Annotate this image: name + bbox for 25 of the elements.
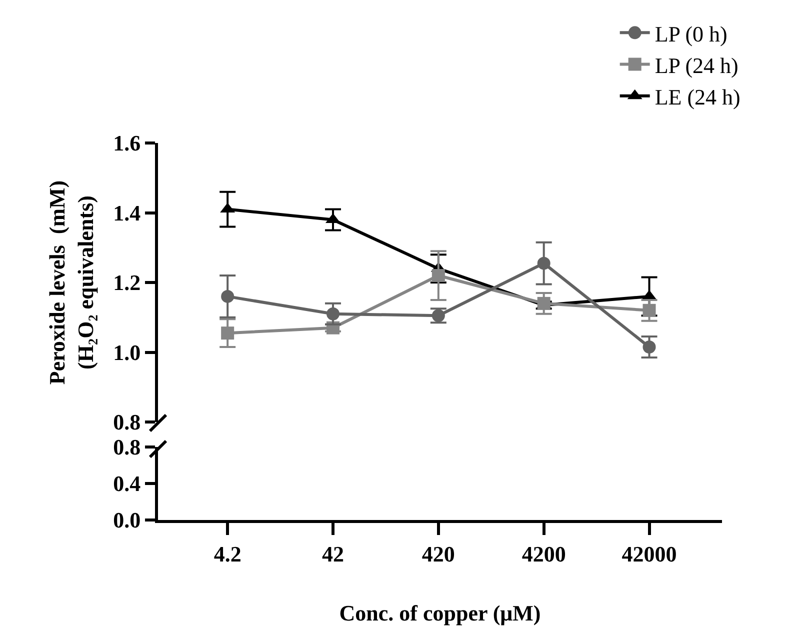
point xyxy=(537,256,550,270)
legend-label: LE (24 h) xyxy=(654,84,740,110)
y-tick-label: 1.6 xyxy=(113,130,141,156)
y-tick-label: 1.4 xyxy=(113,200,141,226)
y-axis-title: Peroxide levels (mM) (H₂O₂ equivalents) xyxy=(44,180,98,385)
y-tick-label: 0.4 xyxy=(113,471,141,496)
y-tick-label: 1.2 xyxy=(113,270,141,296)
y-tick-label: 0.0 xyxy=(113,508,141,533)
x-axis-title: Conc. of copper (μM) xyxy=(339,600,541,626)
point xyxy=(221,290,234,303)
x-tick-label: 42 xyxy=(322,541,344,566)
y-tick-label: 1.0 xyxy=(113,340,141,365)
legend-label: LP (0 h) xyxy=(654,21,728,46)
point xyxy=(642,340,656,354)
point xyxy=(642,304,656,317)
point xyxy=(432,269,445,282)
x-tick-label: 42000 xyxy=(622,541,677,566)
x-tick-label: 4.2 xyxy=(214,541,242,566)
legend-label: LP (24 h) xyxy=(654,52,738,78)
point xyxy=(326,307,340,320)
point xyxy=(221,326,234,340)
x-tick-label: 4200 xyxy=(522,541,566,566)
y-tick-label: 0.8 xyxy=(113,410,141,435)
x-tick-label: 420 xyxy=(422,541,455,566)
y-tick-label: 0.8 xyxy=(113,434,141,460)
